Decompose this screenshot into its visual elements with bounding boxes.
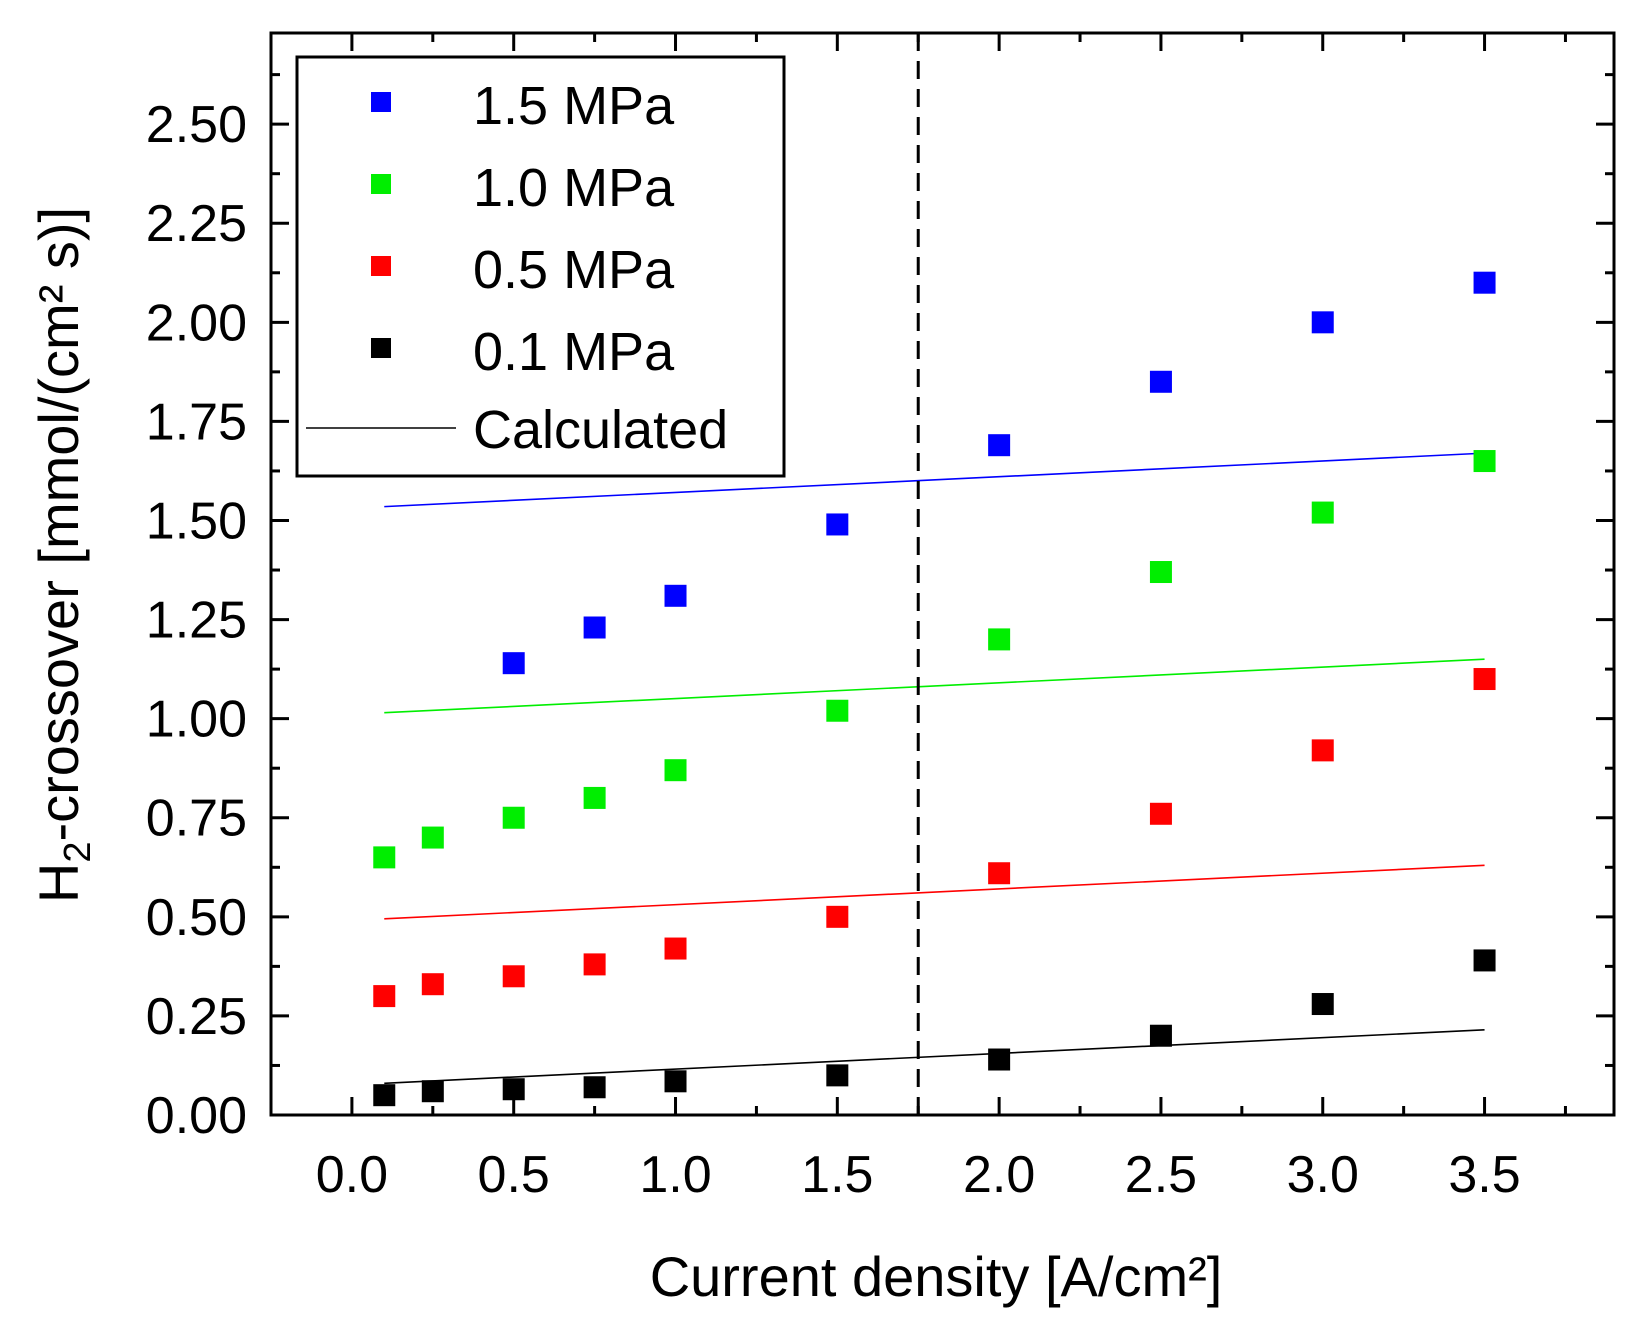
y-tick-label: 1.00 bbox=[146, 691, 247, 749]
legend-marker-1-5-mpa bbox=[371, 92, 391, 112]
y-axis-title-suffix: -crossover [mmol/(cm² s)] bbox=[27, 207, 90, 842]
marker-1-5-mpa bbox=[502, 652, 525, 675]
marker-0-1-mpa bbox=[1473, 949, 1496, 972]
marker-1-0-mpa bbox=[1149, 561, 1172, 584]
marker-0-1-mpa bbox=[826, 1064, 849, 1087]
marker-0-5-mpa bbox=[826, 905, 849, 928]
marker-0-1-mpa bbox=[373, 1084, 396, 1107]
marker-1-5-mpa bbox=[1473, 271, 1496, 294]
marker-1-0-mpa bbox=[1473, 450, 1496, 473]
marker-1-0-mpa bbox=[583, 786, 606, 809]
calculated-line-0-1-mpa bbox=[384, 1028, 1485, 1085]
x-axis-title: Current density [A/cm²] bbox=[650, 1245, 1223, 1308]
legend-marker-1-0-mpa bbox=[371, 174, 391, 194]
legend-label-0-1-mpa: 0.1 MPa bbox=[473, 322, 675, 382]
marker-1-0-mpa bbox=[826, 699, 849, 722]
legend: 1.5 MPa 1.0 MPa 0.5 MPa 0.1 MPa Calculat… bbox=[295, 55, 786, 478]
marker-0-5-mpa bbox=[1149, 802, 1172, 825]
x-tick-label: 2.0 bbox=[963, 1146, 1035, 1204]
marker-1-5-mpa bbox=[664, 584, 687, 607]
marker-0-1-mpa bbox=[502, 1078, 525, 1101]
marker-0-5-mpa bbox=[664, 937, 687, 960]
marker-0-1-mpa bbox=[1311, 993, 1334, 1016]
marker-1-5-mpa bbox=[826, 513, 849, 536]
y-tick-label: 1.50 bbox=[146, 492, 247, 550]
marker-0-1-mpa bbox=[988, 1048, 1011, 1071]
marker-0-1-mpa bbox=[421, 1080, 444, 1103]
x-tick-label: 0.5 bbox=[478, 1146, 550, 1204]
x-tick-label: 3.0 bbox=[1287, 1146, 1359, 1204]
x-tick-label: 2.5 bbox=[1125, 1146, 1197, 1204]
legend-marker-0-1-mpa bbox=[371, 338, 391, 358]
marker-1-5-mpa bbox=[1311, 311, 1334, 334]
marker-1-5-mpa bbox=[1149, 370, 1172, 393]
x-tick-label: 3.5 bbox=[1448, 1146, 1520, 1204]
legend-label-1-0-mpa: 1.0 MPa bbox=[473, 158, 675, 218]
marker-0-5-mpa bbox=[421, 973, 444, 996]
marker-0-1-mpa bbox=[664, 1070, 687, 1093]
axis-tick-labels: 0.0 0.5 1.0 1.5 2.0 2.5 3.0 3.5 0.00 0.25 0.50 0.75… bbox=[146, 96, 1521, 1204]
legend-marker-0-5-mpa bbox=[371, 256, 391, 276]
y-tick-label: 2.25 bbox=[146, 195, 247, 253]
legend-label-calculated: Calculated bbox=[473, 400, 728, 460]
plot-frame bbox=[269, 31, 1616, 1117]
marker-1-0-mpa bbox=[502, 806, 525, 829]
marker-1-0-mpa bbox=[373, 846, 396, 869]
marker-0-1-mpa bbox=[583, 1076, 606, 1099]
y-tick-label: 0.75 bbox=[146, 790, 247, 848]
data-markers bbox=[373, 271, 1496, 1107]
legend-label-1-5-mpa: 1.5 MPa bbox=[473, 76, 675, 136]
marker-0-5-mpa bbox=[1473, 668, 1496, 691]
y-tick-label: 0.25 bbox=[146, 988, 247, 1046]
marker-0-5-mpa bbox=[373, 985, 396, 1008]
y-axis-title: H2-crossover [mmol/(cm² s)] bbox=[27, 207, 99, 903]
y-axis-title-prefix: H bbox=[27, 863, 90, 903]
marker-0-5-mpa bbox=[1311, 739, 1334, 762]
y-tick-label: 0.00 bbox=[146, 1087, 247, 1145]
legend-label-0-5-mpa: 0.5 MPa bbox=[473, 240, 675, 300]
calculated-line-1-5-mpa bbox=[384, 452, 1485, 508]
x-tick-label: 0.0 bbox=[316, 1146, 388, 1204]
marker-0-5-mpa bbox=[988, 862, 1011, 885]
axis-ticks bbox=[269, 33, 1614, 1117]
calculated-line-0-5-mpa bbox=[384, 864, 1485, 920]
calculated-line-1-0-mpa bbox=[384, 658, 1485, 714]
y-tick-label: 2.00 bbox=[146, 294, 247, 352]
marker-0-1-mpa bbox=[1149, 1024, 1172, 1047]
marker-1-0-mpa bbox=[664, 759, 687, 782]
marker-0-5-mpa bbox=[502, 965, 525, 988]
calculated-lines bbox=[384, 452, 1485, 1085]
y-tick-label: 0.50 bbox=[146, 889, 247, 947]
marker-1-5-mpa bbox=[583, 616, 606, 639]
x-tick-label: 1.5 bbox=[801, 1146, 873, 1204]
marker-1-0-mpa bbox=[421, 826, 444, 849]
marker-1-0-mpa bbox=[1311, 501, 1334, 524]
x-tick-label: 1.0 bbox=[639, 1146, 711, 1204]
y-tick-label: 2.50 bbox=[146, 96, 247, 154]
marker-1-0-mpa bbox=[988, 628, 1011, 651]
marker-1-5-mpa bbox=[988, 434, 1011, 457]
y-tick-label: 1.75 bbox=[146, 393, 247, 451]
y-axis-title-subscript: 2 bbox=[57, 842, 99, 863]
y-tick-label: 1.25 bbox=[146, 592, 247, 650]
marker-0-5-mpa bbox=[583, 953, 606, 976]
